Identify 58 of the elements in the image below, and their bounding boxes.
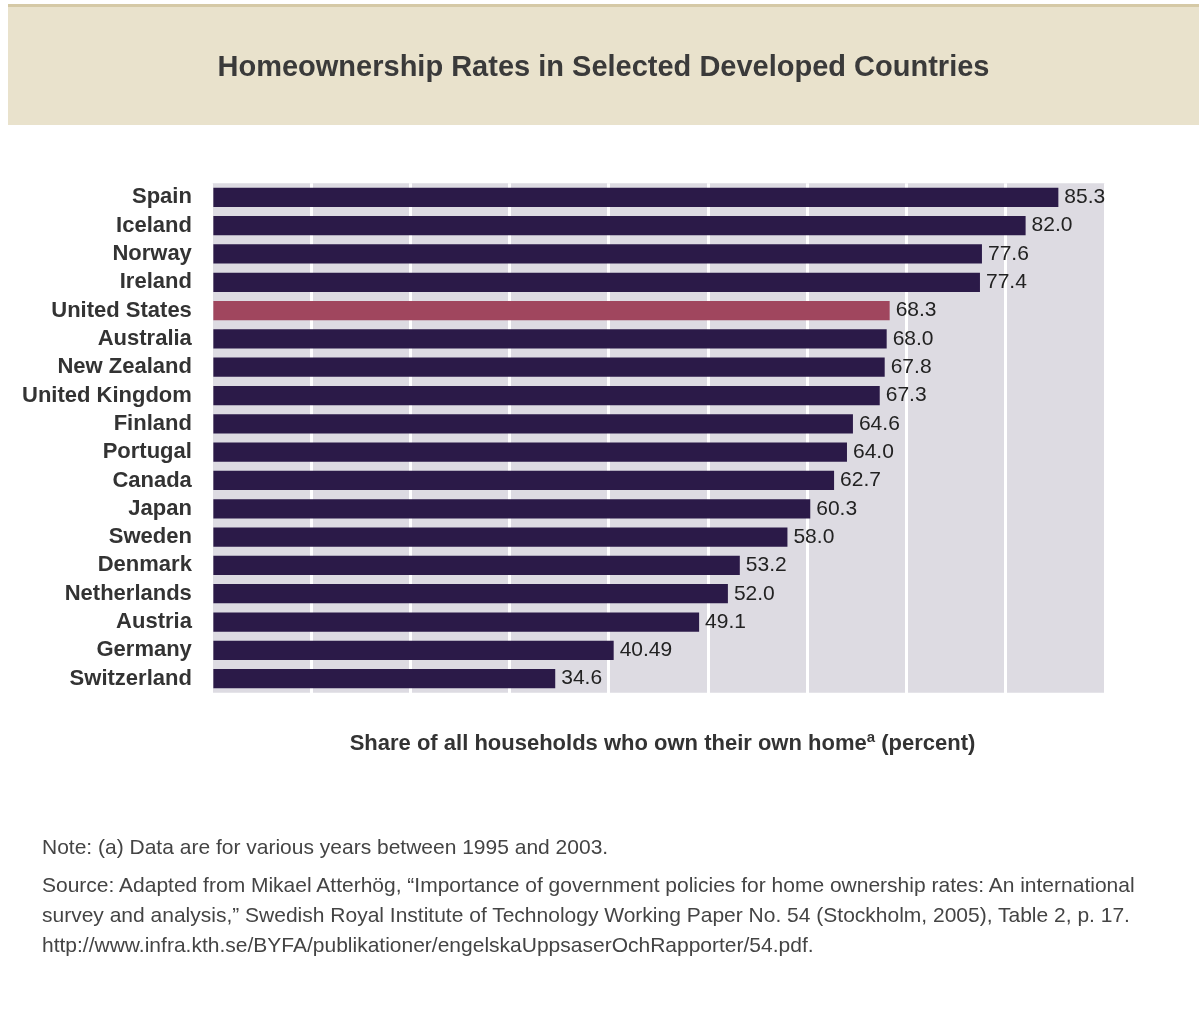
data-label: 82.0 [1031,212,1073,236]
data-label: 40.49 [619,637,673,661]
bar [213,612,700,632]
y-tick-label: Spain [131,183,192,209]
y-tick-label: Sweden [108,523,192,549]
y-tick-label: Canada [112,466,193,492]
data-label: 34.6 [561,665,603,689]
data-label: 67.3 [885,382,927,406]
data-label: 67.8 [890,354,932,378]
y-tick-label: Denmark [97,551,193,577]
data-label: 49.1 [705,608,746,632]
y-tick-label: Netherlands [64,579,192,605]
bar [213,216,1026,236]
bar [213,385,880,406]
data-label: 64.0 [852,438,894,462]
bar [213,329,887,349]
y-tick-label: Australia [97,324,193,350]
bar [213,442,847,462]
y-tick-label: Norway [112,240,193,266]
bar [213,669,556,689]
bar [213,499,811,519]
y-tick-label: Finland [113,409,192,435]
data-label: 77.6 [987,240,1029,264]
data-label: 53.2 [745,552,787,576]
bar [213,187,1059,207]
y-tick-label: Switzerland [69,664,192,690]
y-tick-label: Portugal [102,438,192,464]
y-tick-label: Ireland [119,268,192,294]
bar [213,272,980,292]
bar [213,357,885,377]
y-tick-label: Iceland [116,211,192,237]
data-label: 68.0 [892,325,934,349]
data-label: 77.4 [985,269,1028,293]
bar [213,244,982,264]
bar [213,300,890,321]
data-label: 62.7 [840,467,881,491]
bar [213,584,728,604]
bar [213,527,788,547]
text: Note: (a) Data are for various years between 1995 and 2003. [42,834,610,860]
y-tick-label: New Zealand [57,353,192,379]
data-label: 68.3 [895,297,937,321]
data-label: 52.0 [733,580,775,604]
y-tick-label: Austria [116,608,193,634]
bar [213,555,740,576]
data-label: 60.3 [816,495,858,519]
y-tick-label: Japan [128,494,192,520]
x-axis-title: Share of all households who own their own home$^{a}$ (percent) [348,728,977,757]
chart-title: Homeownership Rates in Selected Developed Countries [217,49,990,83]
data-label: 58.0 [793,523,835,547]
bar [213,640,614,660]
bar [213,414,853,434]
y-tick-label: United States [51,296,192,322]
y-tick-label: Germany [96,636,193,662]
bar [213,470,835,491]
source-note: Source: Adapted from Mikael Atterhög, “Importance of government policies for home ownership rates: An international survey and analysis,” Swedish Royal Institute of Technology Working Paper No. 54 (Stockholm, 2005), Table 2, p. 17. http://www.infra.kth.se/BYFA/publikationer/engelskaUppsaserOchRapporter/54.pdf. [42,872,1136,958]
data-label: 64.6 [858,410,900,434]
y-tick-label: United Kingdom [21,381,192,407]
data-label: 85.3 [1064,184,1106,208]
